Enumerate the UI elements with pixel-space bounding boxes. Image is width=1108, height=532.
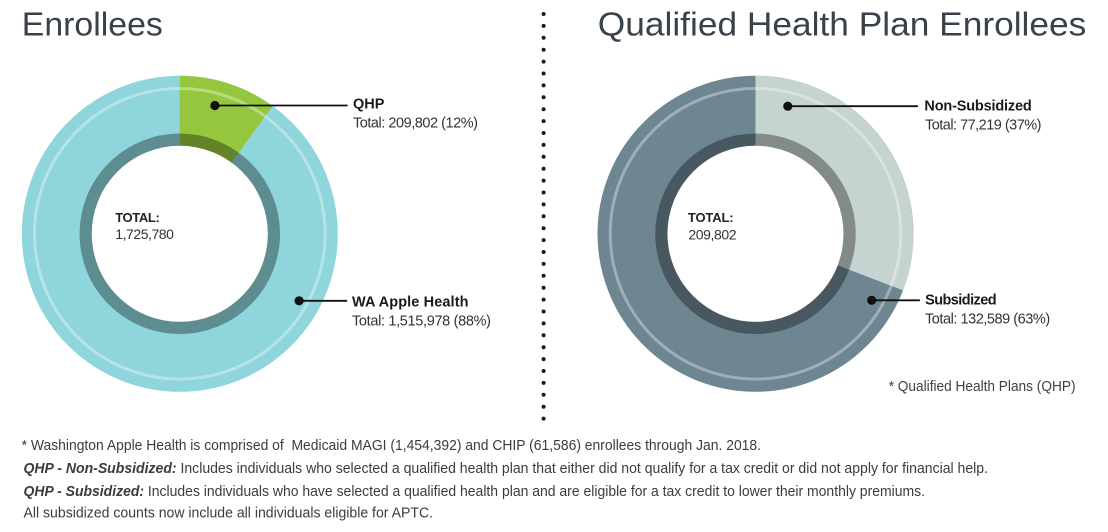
svg-text:Non-Subsidized: Non-Subsidized [924,98,1031,114]
svg-text:* Qualified Health Plans (QHP): * Qualified Health Plans (QHP) [889,379,1076,395]
svg-text:Total: 77,219 (37%): Total: 77,219 (37%) [925,118,1042,134]
svg-text:QHP: QHP [353,96,385,112]
svg-text:TOTAL:: TOTAL: [115,210,160,225]
svg-text:Total: 132,589 (63%): Total: 132,589 (63%) [925,312,1050,328]
svg-text:QHP - Subsidized: Includes ind: QHP - Subsidized: Includes individuals w… [24,484,926,500]
svg-text:QHP - Non-Subsidized: Includes: QHP - Non-Subsidized: Includes individua… [24,461,988,477]
svg-text:WA Apple Health: WA Apple Health [352,294,469,310]
svg-text:* Washington Apple Health is c: * Washington Apple Health is comprised o… [22,438,761,454]
svg-text:Qualified Health Plan Enrollee: Qualified Health Plan Enrollees [598,5,1087,42]
svg-text:209,802: 209,802 [688,226,736,242]
svg-text:TOTAL:: TOTAL: [688,210,734,225]
svg-text:1,725,780: 1,725,780 [115,226,174,242]
svg-text:Subsidized: Subsidized [925,293,997,309]
svg-text:Total: 209,802 (12%): Total: 209,802 (12%) [353,116,478,132]
svg-text:Total: 1,515,978 (88%): Total: 1,515,978 (88%) [352,313,491,329]
svg-text:Enrollees: Enrollees [22,5,163,42]
svg-text:All subsidized counts now incl: All subsidized counts now include all in… [24,506,434,522]
